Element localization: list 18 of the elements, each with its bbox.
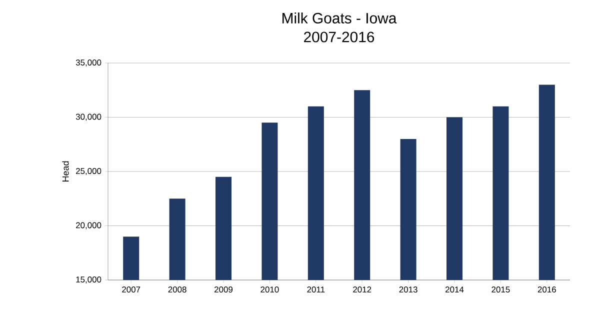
y-tick-label: 20,000 <box>76 222 102 230</box>
y-tick-label: 15,000 <box>76 276 102 284</box>
x-tick-label: 2010 <box>260 286 279 293</box>
y-tick-label: 25,000 <box>76 168 102 175</box>
x-tick-label: 2007 <box>122 286 140 293</box>
y-tick-label: 30,000 <box>76 114 102 121</box>
x-tick-label: 2012 <box>353 286 372 293</box>
chart-title: Milk Goats - Iowa <box>282 12 397 24</box>
y-tick-label: 35,000 <box>76 60 102 66</box>
x-tick-label: 2009 <box>214 286 233 293</box>
x-tick-label: 2008 <box>168 286 186 293</box>
x-tick-label: 2014 <box>446 286 464 293</box>
x-tick-label: 2015 <box>492 286 510 293</box>
chart-subtitle: 2007-2016 <box>304 32 374 42</box>
x-tick-label: 2013 <box>399 286 418 293</box>
y-axis-title: Head <box>62 161 69 182</box>
x-tick-label: 2011 <box>307 286 325 293</box>
x-tick-label: 2016 <box>538 286 556 293</box>
